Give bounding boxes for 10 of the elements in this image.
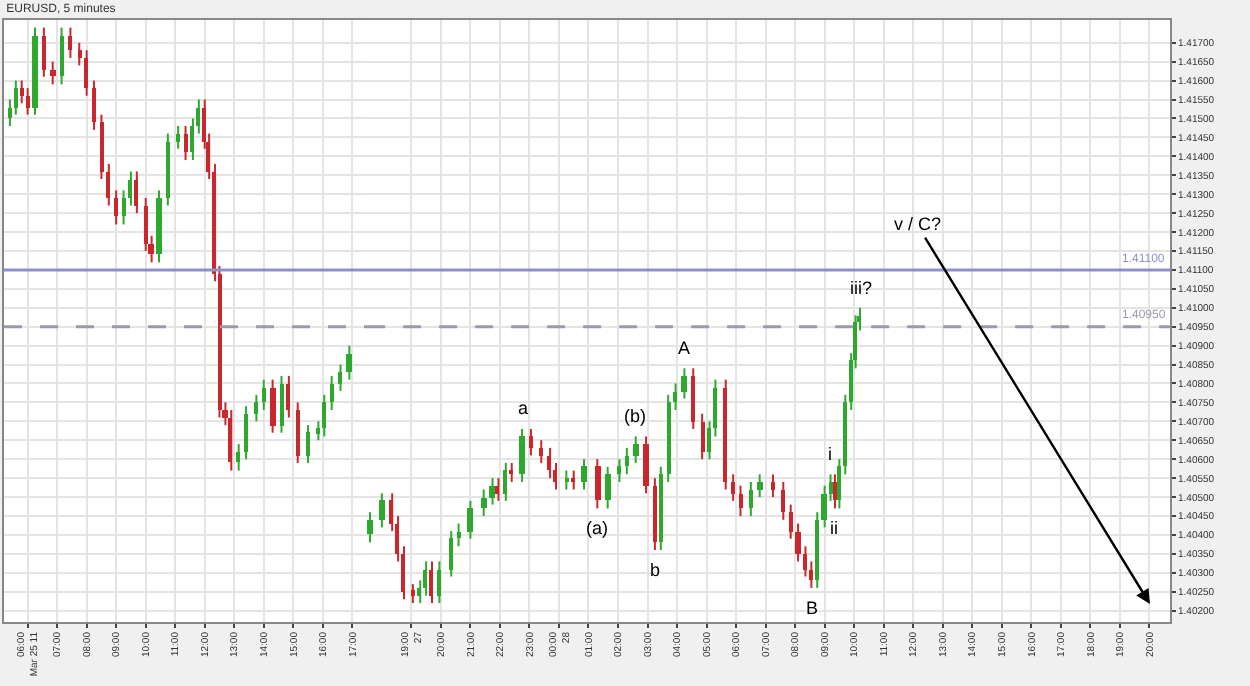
annotation: iii? bbox=[850, 278, 873, 298]
annotation: (a) bbox=[586, 518, 608, 538]
annotation: ii bbox=[830, 518, 838, 538]
annotation: (b) bbox=[624, 406, 646, 426]
annotation: a bbox=[518, 398, 529, 418]
annotation: b bbox=[650, 560, 661, 580]
annotation: i bbox=[828, 444, 832, 464]
annotation: A bbox=[678, 338, 691, 358]
annotation: v / C? bbox=[894, 214, 942, 234]
annotation: B bbox=[806, 598, 819, 618]
